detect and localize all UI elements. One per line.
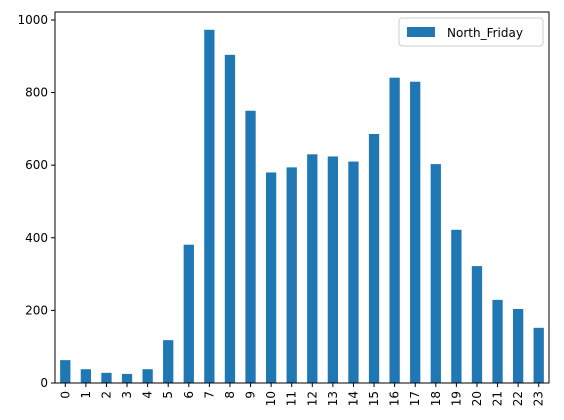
- x-tick-label: 19: [449, 391, 463, 406]
- x-tick-label: 13: [326, 391, 340, 406]
- plot-frame: [54, 11, 550, 384]
- y-tick-label: 1000: [17, 13, 48, 27]
- x-tick-label: 15: [367, 391, 381, 406]
- y-tick-label: 200: [25, 303, 48, 317]
- bar-19: [451, 229, 462, 383]
- x-tick-label: 23: [532, 391, 546, 406]
- bar-23: [533, 327, 544, 383]
- x-tick-label: 18: [429, 391, 443, 406]
- x-tick-label: 1: [79, 391, 93, 399]
- bar-7: [204, 29, 215, 384]
- bar-15: [368, 133, 380, 383]
- legend-box: [398, 17, 544, 47]
- bar-17: [410, 81, 421, 383]
- y-tick-label: 0: [40, 376, 48, 390]
- x-tick-label: 4: [141, 391, 155, 399]
- bar-12: [307, 154, 318, 383]
- y-tick-label: 800: [25, 86, 48, 100]
- x-tick-label: 14: [346, 391, 360, 406]
- x-axis: 0 1 2 3 4 5 6 7 8 9 10 11 12 13 14 15 16 17 18 19 20 21 22 23: [58, 383, 546, 406]
- legend-label: North_Friday: [447, 26, 523, 40]
- bar-1: [80, 369, 92, 383]
- bar-0: [60, 360, 71, 383]
- y-axis: 0 200 400 600 800 1000: [17, 13, 55, 390]
- bar-4: [142, 369, 153, 383]
- x-tick-label: 20: [470, 391, 484, 406]
- y-tick-label: 600: [25, 158, 48, 172]
- x-tick-label: 3: [120, 391, 134, 399]
- x-tick-label: 8: [223, 391, 237, 399]
- x-tick-label: 16: [388, 391, 402, 406]
- x-tick-label: 22: [511, 391, 525, 406]
- x-tick-label: 21: [491, 391, 505, 406]
- legend: North_Friday: [398, 17, 544, 47]
- bar-3: [121, 373, 133, 383]
- bar-2: [101, 372, 112, 383]
- bar-5: [163, 340, 174, 383]
- x-tick-label: 10: [264, 391, 278, 406]
- x-tick-label: 11: [285, 391, 299, 406]
- x-tick-label: 12: [305, 391, 319, 406]
- x-tick-label: 17: [408, 391, 422, 406]
- x-tick-label: 7: [202, 391, 216, 399]
- x-tick-label: 6: [182, 391, 196, 399]
- bar-14: [348, 161, 359, 383]
- bar-11: [286, 167, 297, 383]
- bar-13: [327, 156, 339, 383]
- bar-18: [430, 164, 441, 383]
- x-tick-label: 0: [58, 391, 72, 399]
- x-tick-label: 2: [99, 391, 113, 399]
- bars-group: [60, 29, 544, 384]
- bar-6: [183, 244, 194, 383]
- bar-20: [471, 266, 483, 383]
- bar-22: [512, 308, 524, 383]
- y-tick-label: 400: [25, 231, 48, 245]
- bar-9: [245, 110, 256, 384]
- x-tick-label: 5: [161, 391, 175, 399]
- bar-16: [389, 77, 400, 384]
- bar-21: [492, 299, 503, 383]
- bar-10: [265, 172, 277, 383]
- legend-swatch: [407, 27, 435, 37]
- x-tick-label: 9: [244, 391, 258, 399]
- bar-8: [224, 54, 236, 383]
